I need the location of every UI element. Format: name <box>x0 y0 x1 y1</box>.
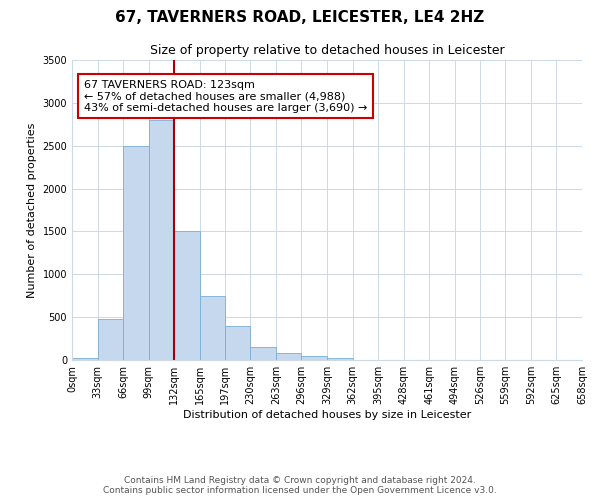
Bar <box>175 232 200 360</box>
Bar <box>301 356 327 360</box>
Text: 67 TAVERNERS ROAD: 123sqm
← 57% of detached houses are smaller (4,988)
43% of se: 67 TAVERNERS ROAD: 123sqm ← 57% of detac… <box>83 80 367 113</box>
X-axis label: Distribution of detached houses by size in Leicester: Distribution of detached houses by size … <box>183 410 471 420</box>
Bar <box>98 319 123 360</box>
Bar <box>200 296 224 360</box>
Bar <box>224 326 250 360</box>
Bar <box>149 120 175 360</box>
Bar <box>250 346 276 360</box>
Bar <box>327 358 353 360</box>
Bar <box>72 358 98 360</box>
Title: Size of property relative to detached houses in Leicester: Size of property relative to detached ho… <box>149 44 505 58</box>
Text: Contains HM Land Registry data © Crown copyright and database right 2024.
Contai: Contains HM Land Registry data © Crown c… <box>103 476 497 495</box>
Y-axis label: Number of detached properties: Number of detached properties <box>27 122 37 298</box>
Bar <box>123 146 149 360</box>
Bar <box>276 353 301 360</box>
Text: 67, TAVERNERS ROAD, LEICESTER, LE4 2HZ: 67, TAVERNERS ROAD, LEICESTER, LE4 2HZ <box>115 10 485 25</box>
